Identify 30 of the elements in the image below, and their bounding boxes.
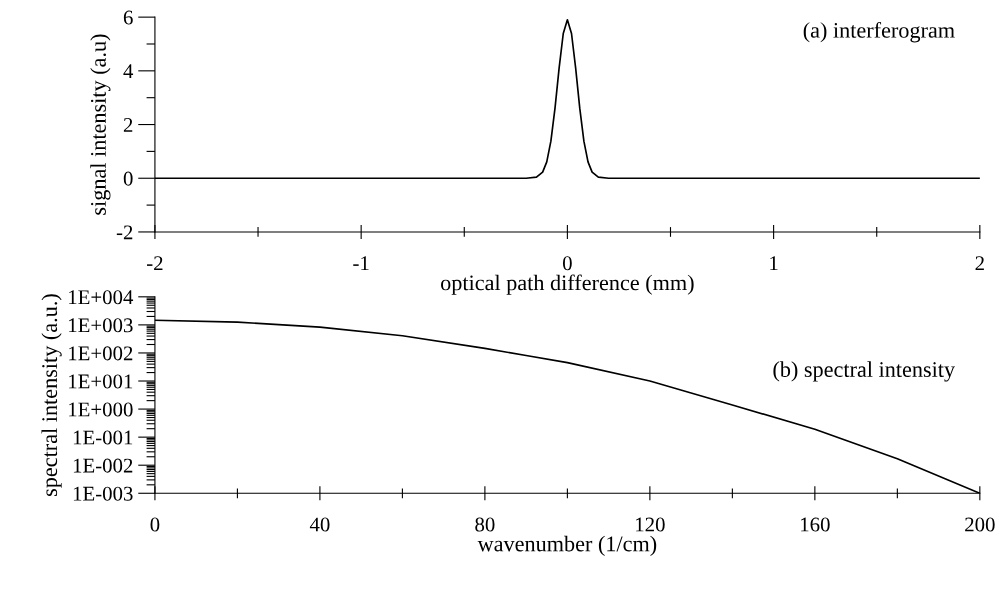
x-tick-label: 40 <box>309 517 330 532</box>
y-tick-label: 1E-001 <box>73 430 133 445</box>
x-tick-label: 1 <box>770 256 778 271</box>
x-tick-label: 200 <box>965 517 995 532</box>
y-axis-title: spectral intensity (a.u.) <box>41 294 62 496</box>
y-tick-label: 1E+000 <box>69 402 133 417</box>
y-axis-title: signal intensity (a.u) <box>90 34 111 215</box>
x-tick-label: 120 <box>636 517 665 532</box>
y-tick-label: 1E+003 <box>69 318 133 333</box>
x-tick-label: 2 <box>975 256 984 271</box>
y-tick-label: -2 <box>116 225 133 240</box>
y-tick-label: 2 <box>123 117 133 132</box>
x-tick-label: 0 <box>150 517 160 532</box>
y-tick-label: 1E+004 <box>69 290 134 305</box>
x-tick-label: 160 <box>801 517 830 532</box>
x-tick-label: -1 <box>353 256 369 271</box>
y-tick-label: 1E+001 <box>69 374 133 389</box>
y-tick-label: 1E+002 <box>69 346 133 361</box>
y-tick-label: 6 <box>123 10 133 25</box>
y-tick-label: 4 <box>123 64 134 79</box>
annotation: (b) spectral intensity <box>773 361 956 382</box>
x-axis-title: wavenumber (1/cm) <box>477 535 657 556</box>
x-tick-label: 80 <box>475 517 495 532</box>
y-tick-label: 1E-002 <box>73 458 133 473</box>
y-tick-label: 0 <box>123 171 133 186</box>
annotation: (a) interferogram <box>803 21 955 43</box>
x-axis-title: optical path difference (mm) <box>441 274 694 295</box>
y-tick-label: 1E-003 <box>73 486 133 501</box>
x-tick-label: 0 <box>562 256 572 271</box>
x-tick-label: -2 <box>147 256 163 271</box>
